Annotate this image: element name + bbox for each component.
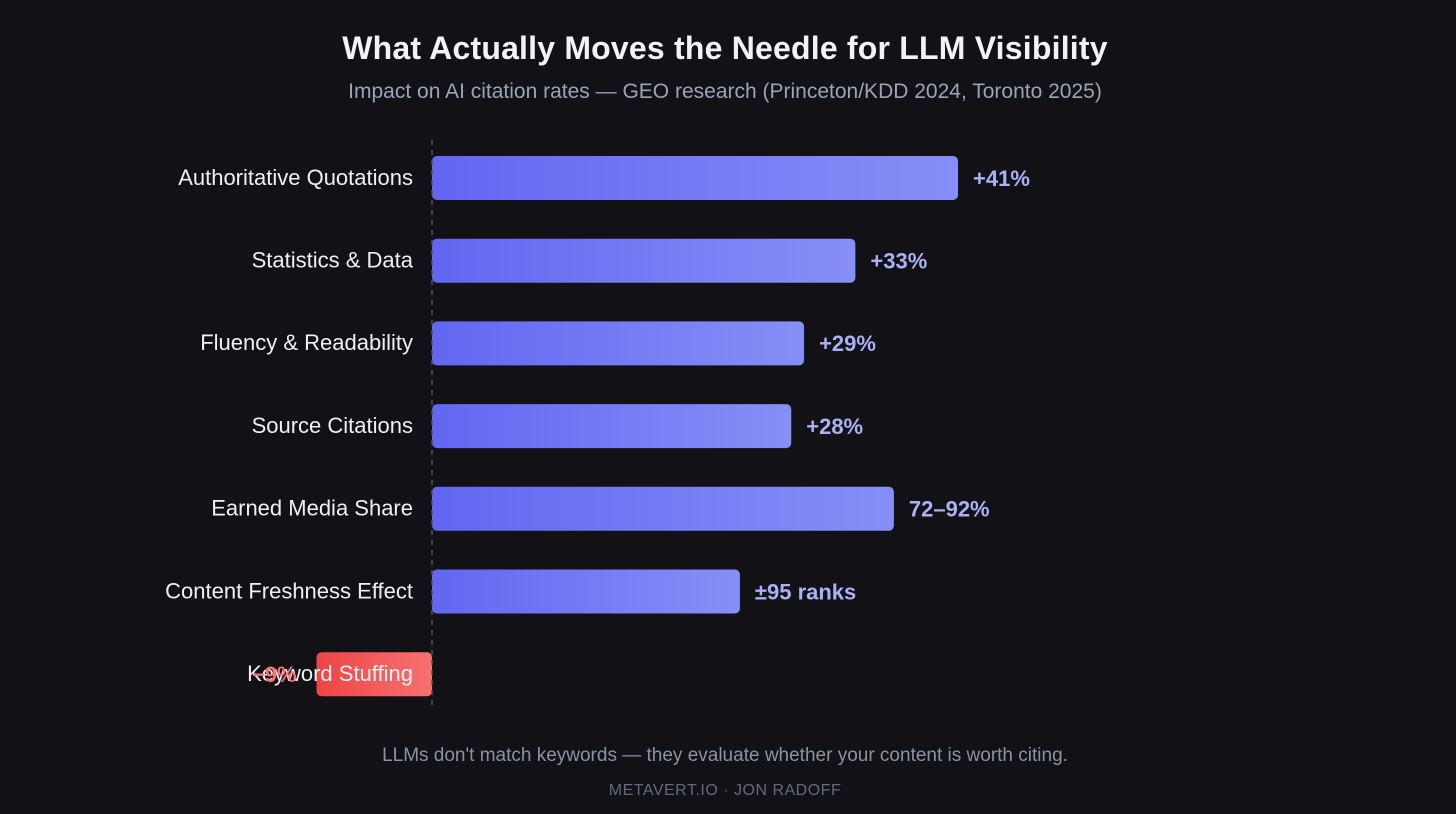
value-label: +29% <box>819 331 876 356</box>
chart-credit: METAVERT.IO · JON RADOFF <box>608 782 842 799</box>
bar-chart: Authoritative Quotations +41% Statistics &… <box>165 140 1030 708</box>
category-label: Fluency & Readability <box>200 330 413 355</box>
chart-title: What Actually Moves the Needle for LLM V… <box>342 30 1108 66</box>
category-label: Statistics & Data <box>252 248 414 273</box>
category-label: Earned Media Share <box>211 496 413 521</box>
category-label: Keyword Stuffing <box>247 661 413 686</box>
value-label: +41% <box>973 166 1030 191</box>
value-label: +28% <box>806 414 863 439</box>
chart-subtitle: Impact on AI citation rates — GEO resear… <box>348 80 1102 103</box>
value-label: ±95 ranks <box>755 579 856 604</box>
value-label: 72–92% <box>909 497 990 522</box>
bar-positive <box>432 404 792 449</box>
bar-positive <box>432 486 894 531</box>
category-label: Source Citations <box>252 413 413 438</box>
category-label: Content Freshness Effect <box>165 578 413 603</box>
bar-positive <box>432 569 740 614</box>
bar-positive <box>432 321 805 366</box>
value-label: +33% <box>870 249 927 274</box>
chart-caption: LLMs don't match keywords — they evaluat… <box>382 745 1068 766</box>
category-label: Authoritative Quotations <box>178 165 413 190</box>
bar-negative <box>316 652 432 697</box>
value-label: −9% <box>252 662 297 687</box>
bar-positive <box>432 238 856 283</box>
bar-positive <box>432 156 959 200</box>
